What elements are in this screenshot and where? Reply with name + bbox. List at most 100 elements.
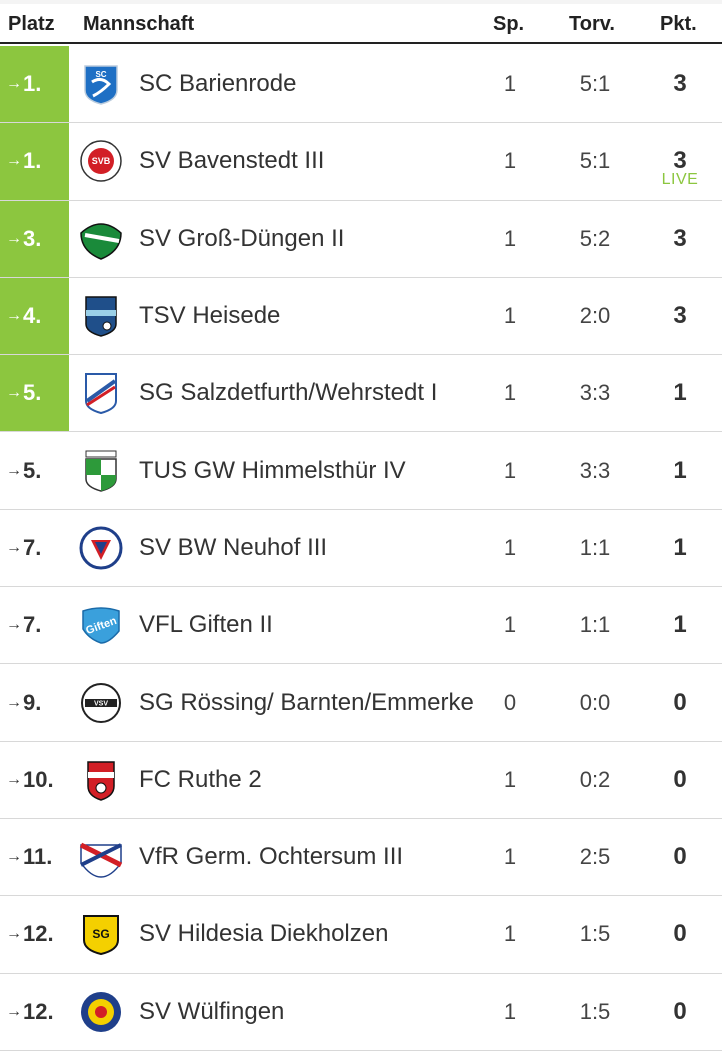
table-row[interactable]: → 10. FC Ruthe 2 1 0:2 0 xyxy=(0,742,722,819)
goal-ratio: 5:2 xyxy=(579,225,611,251)
rank-cell: → 12. xyxy=(0,974,72,1050)
table-row[interactable]: → 11. VfR Germ. Ochtersum III 1 2:5 0 xyxy=(0,819,722,897)
trend-arrow-icon: → xyxy=(6,1002,22,1020)
team-name[interactable]: SV Wülfingen xyxy=(139,997,285,1025)
tus-himmelsthuer-crest-icon[interactable] xyxy=(79,449,123,493)
games-played: 1 xyxy=(503,921,517,947)
table-row[interactable]: → 7. Giften VFL Giften II 1 1:1 1 xyxy=(0,587,722,665)
team-name[interactable]: TSV Heisede xyxy=(139,302,281,330)
sg-salzdetfurth-crest-icon[interactable] xyxy=(79,371,123,415)
team-name[interactable]: VfR Germ. Ochtersum III xyxy=(139,843,404,871)
games-played: 1 xyxy=(503,148,517,174)
sv-wuelfingen-crest-icon[interactable] xyxy=(79,990,123,1034)
standings-table: → 1. SC SC Barienrode 1 5:1 3 → 1. SVB SV Bavenste… xyxy=(0,46,722,1051)
trend-arrow-icon: → xyxy=(6,384,22,402)
header-mannschaft[interactable]: Mannschaft xyxy=(83,13,195,35)
live-badge: LIVE xyxy=(661,171,699,189)
vfl-giften-crest-icon[interactable]: Giften xyxy=(79,603,123,647)
fc-ruthe-crest-icon[interactable] xyxy=(79,758,123,802)
rank-value: 12. xyxy=(23,998,54,1024)
team-name[interactable]: SV Groß-Düngen II xyxy=(139,224,345,252)
rank-cell: → 11. xyxy=(0,819,72,895)
sv-bavenstedt-crest-icon[interactable]: SVB xyxy=(79,139,123,183)
rank-value: 4. xyxy=(23,303,42,329)
points: 3 xyxy=(673,302,687,330)
team-name[interactable]: SV Bavenstedt III xyxy=(139,147,325,175)
svg-text:VSV: VSV xyxy=(94,700,108,707)
games-played: 1 xyxy=(503,534,517,560)
rank-cell: → 9. xyxy=(0,664,72,740)
goal-ratio: 1:1 xyxy=(579,534,611,560)
games-played: 1 xyxy=(503,612,517,638)
goal-ratio: 1:5 xyxy=(579,921,611,947)
rank-cell: → 12. xyxy=(0,896,72,972)
points: 1 xyxy=(673,456,687,484)
points: 0 xyxy=(673,997,687,1025)
team-name[interactable]: TUS GW Himmelsthür IV xyxy=(139,456,406,484)
rank-cell: → 4. xyxy=(0,277,72,355)
points: 3 xyxy=(673,70,687,98)
table-row[interactable]: → 1. SVB SV Bavenstedt III 1 5:1 3 LIVE xyxy=(0,123,722,201)
table-row[interactable]: → 9. VSV SG Rössing/ Barnten/Emmerke 0 0:0 0 xyxy=(0,664,722,742)
vfr-ochtersum-crest-icon[interactable] xyxy=(79,835,123,879)
rank-value: 11. xyxy=(23,844,53,870)
rank-value: 9. xyxy=(23,689,42,715)
table-row[interactable]: → 4. TSV Heisede 1 2:0 3 xyxy=(0,277,722,356)
rank-cell: → 10. xyxy=(0,742,72,818)
team-name[interactable]: SC Barienrode xyxy=(139,70,297,98)
rank-cell: → 1. xyxy=(0,46,72,123)
team-name[interactable]: FC Ruthe 2 xyxy=(139,765,262,793)
points: 1 xyxy=(673,533,687,561)
team-name[interactable]: SV Hildesia Diekholzen xyxy=(139,920,389,948)
table-row[interactable]: → 5. SG Salzdetfurth/Wehrstedt I 1 3:3 1 xyxy=(0,355,722,433)
rank-cell: → 5. xyxy=(0,432,72,508)
trend-arrow-icon: → xyxy=(6,538,22,556)
goal-ratio: 2:0 xyxy=(579,303,611,329)
sc-barienrode-crest-icon[interactable]: SC xyxy=(79,62,123,106)
tsv-heisede-crest-icon[interactable] xyxy=(79,294,123,338)
table-row[interactable]: → 12. SG SV Hildesia Diekholzen 1 1:5 0 xyxy=(0,896,722,974)
header-punkte[interactable]: Pkt. xyxy=(660,13,697,35)
table-row[interactable]: → 1. SC SC Barienrode 1 5:1 3 xyxy=(0,46,722,124)
trend-arrow-icon: → xyxy=(6,229,22,247)
header-spiele[interactable]: Sp. xyxy=(493,13,525,35)
games-played: 1 xyxy=(503,766,517,792)
svg-text:SC: SC xyxy=(95,70,106,79)
table-header: Platz Mannschaft Sp. Torv. Pkt. xyxy=(0,6,722,44)
rank-value: 10. xyxy=(23,766,54,792)
team-name[interactable]: SG Salzdetfurth/Wehrstedt I xyxy=(139,379,438,407)
goal-ratio: 0:2 xyxy=(579,766,611,792)
rank-value: 12. xyxy=(23,921,54,947)
rank-value: 7. xyxy=(23,612,42,638)
goal-ratio: 0:0 xyxy=(579,689,611,715)
rank-value: 5. xyxy=(23,457,42,483)
rank-cell: → 5. xyxy=(0,355,72,432)
table-row[interactable]: → 12. SV Wülfingen 1 1:5 0 xyxy=(0,974,722,1051)
table-row[interactable]: → 3. SV Groß-Düngen II 1 5:2 3 xyxy=(0,200,722,278)
team-name[interactable]: SG Rössing/ Barnten/Emmerke xyxy=(139,688,474,716)
sv-gross-duengen-crest-icon[interactable] xyxy=(79,217,123,261)
header-platz[interactable]: Platz xyxy=(8,13,55,35)
trend-arrow-icon: → xyxy=(6,693,22,711)
rank-value: 1. xyxy=(23,71,42,97)
header-torverhaeltnis[interactable]: Torv. xyxy=(569,13,615,35)
games-played: 1 xyxy=(503,71,517,97)
sv-neuhof-crest-icon[interactable] xyxy=(79,526,123,570)
points: 0 xyxy=(673,688,687,716)
table-row[interactable]: → 5. TUS GW Himmelsthür IV 1 3:3 1 xyxy=(0,432,722,510)
rank-value: 5. xyxy=(23,380,42,406)
goal-ratio: 3:3 xyxy=(579,457,611,483)
goal-ratio: 2:5 xyxy=(579,844,611,870)
sg-roessing-crest-icon[interactable]: VSV xyxy=(79,681,123,725)
points: 3 xyxy=(673,224,687,252)
games-played: 1 xyxy=(503,380,517,406)
trend-arrow-icon: → xyxy=(6,152,22,170)
team-name[interactable]: SV BW Neuhof III xyxy=(139,533,328,561)
table-row[interactable]: → 7. SV BW Neuhof III 1 1:1 1 xyxy=(0,510,722,588)
team-name[interactable]: VFL Giften II xyxy=(139,611,273,639)
sv-hildesia-crest-icon[interactable]: SG xyxy=(79,912,123,956)
trend-arrow-icon: → xyxy=(6,770,22,788)
games-played: 1 xyxy=(503,303,517,329)
rank-cell: → 7. xyxy=(0,587,72,663)
goal-ratio: 1:5 xyxy=(579,998,611,1024)
